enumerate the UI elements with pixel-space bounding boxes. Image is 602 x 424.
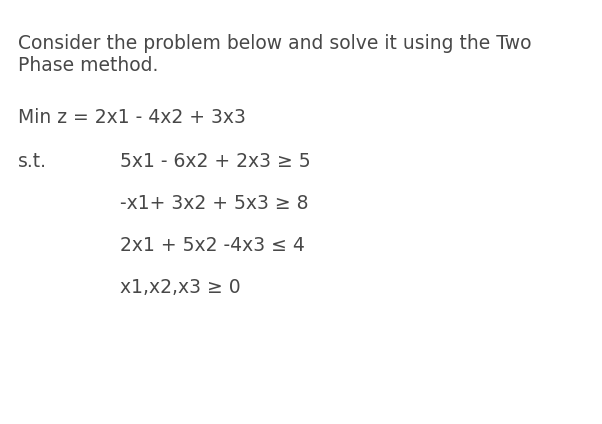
Text: s.t.: s.t. (18, 152, 47, 171)
Text: -x1+ 3x2 + 5x3 ≥ 8: -x1+ 3x2 + 5x3 ≥ 8 (120, 194, 308, 213)
Text: Consider the problem below and solve it using the Two: Consider the problem below and solve it … (18, 34, 532, 53)
Text: Min z = 2x1 - 4x2 + 3x3: Min z = 2x1 - 4x2 + 3x3 (18, 108, 246, 127)
Text: 5x1 - 6x2 + 2x3 ≥ 5: 5x1 - 6x2 + 2x3 ≥ 5 (120, 152, 311, 171)
Text: Phase method.: Phase method. (18, 56, 158, 75)
Text: x1,x2,x3 ≥ 0: x1,x2,x3 ≥ 0 (120, 278, 241, 297)
Text: 2x1 + 5x2 -4x3 ≤ 4: 2x1 + 5x2 -4x3 ≤ 4 (120, 236, 305, 255)
